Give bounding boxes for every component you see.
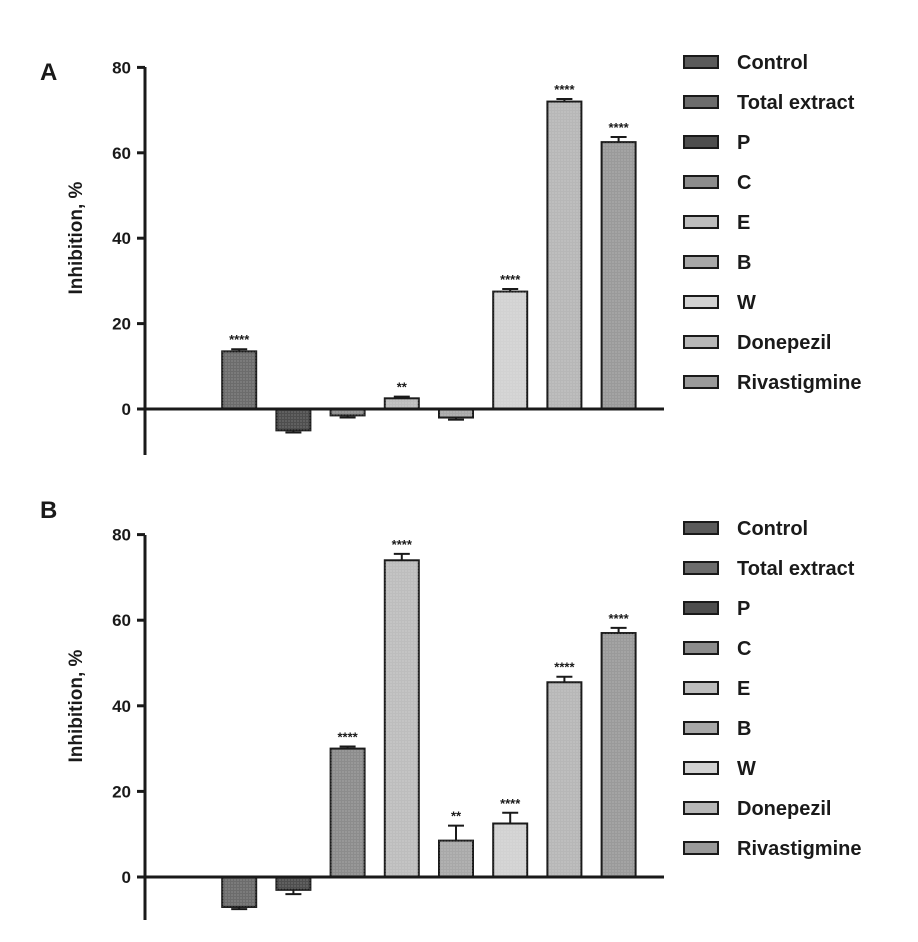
legend-label: W [737, 758, 756, 780]
legend-swatch [683, 295, 719, 309]
significance-label: **** [500, 796, 521, 811]
y-tick-label: 80 [112, 526, 131, 545]
bar-texture [330, 409, 365, 416]
bar-texture [384, 560, 419, 877]
legend-swatch [683, 255, 719, 269]
y-tick-label: 60 [112, 611, 131, 630]
legend-label: Donepezil [737, 798, 831, 820]
bar-texture [493, 291, 528, 409]
y-axis-label: Inhibition, % [66, 649, 87, 762]
legend-swatch [683, 135, 719, 149]
legend-label: Rivastigmine [737, 372, 861, 394]
legend-label: E [737, 212, 750, 234]
legend-label: Total extract [737, 92, 855, 114]
bar-texture [439, 409, 473, 418]
significance-label: **** [608, 120, 629, 135]
bar-texture [330, 748, 365, 877]
legend-swatch [683, 375, 719, 389]
y-tick-label: 40 [112, 229, 131, 248]
legend-swatch [683, 215, 719, 229]
significance-label: **** [392, 537, 413, 552]
legend-swatch [683, 561, 719, 575]
y-tick-label: 20 [112, 782, 131, 801]
legend-label: Control [737, 518, 808, 540]
legend-swatch [683, 721, 719, 735]
bar-texture [384, 398, 419, 409]
legend-label: C [737, 172, 751, 194]
significance-label: **** [500, 272, 521, 287]
significance-label: **** [554, 82, 575, 97]
significance-label: **** [229, 332, 250, 347]
significance-label: **** [608, 611, 629, 626]
significance-label: **** [337, 729, 358, 744]
bar-texture [547, 101, 582, 409]
y-tick-label: 60 [112, 144, 131, 163]
legend-swatch [683, 175, 719, 189]
legend-swatch [683, 335, 719, 349]
legend-label: P [737, 598, 750, 620]
y-tick-label: 20 [112, 315, 131, 334]
bar-texture [601, 633, 636, 877]
legend-swatch [683, 521, 719, 535]
significance-label: ** [451, 809, 462, 824]
bar-texture [276, 877, 311, 890]
significance-label: **** [554, 660, 575, 675]
y-tick-label: 0 [122, 400, 131, 419]
panel-label: A [40, 59, 57, 86]
bar-texture [493, 823, 528, 877]
significance-label: ** [397, 380, 408, 395]
bar-texture [601, 142, 636, 409]
bar-texture [547, 682, 582, 877]
legend-label: C [737, 638, 751, 660]
y-tick-label: 40 [112, 697, 131, 716]
legend-swatch [683, 681, 719, 695]
legend-label: P [737, 132, 750, 154]
legend-label: Rivastigmine [737, 838, 861, 860]
legend-swatch [683, 95, 719, 109]
y-tick-label: 80 [112, 58, 131, 77]
legend-label: B [737, 718, 751, 740]
legend-swatch [683, 801, 719, 815]
legend-label: E [737, 678, 750, 700]
legend-swatch [683, 841, 719, 855]
legend-label: B [737, 252, 751, 274]
legend-swatch [683, 601, 719, 615]
y-axis-label: Inhibition, % [66, 181, 87, 294]
legend-label: Control [737, 52, 808, 74]
bar-texture [222, 351, 257, 409]
legend-swatch [683, 641, 719, 655]
panel-label: B [40, 497, 57, 524]
bar-texture [222, 877, 257, 907]
bar-texture [439, 840, 473, 877]
legend-label: Total extract [737, 558, 855, 580]
bar-texture [276, 409, 311, 431]
legend-label: W [737, 292, 756, 314]
legend-swatch [683, 55, 719, 69]
y-tick-label: 0 [122, 868, 131, 887]
legend-label: Donepezil [737, 332, 831, 354]
legend-swatch [683, 761, 719, 775]
